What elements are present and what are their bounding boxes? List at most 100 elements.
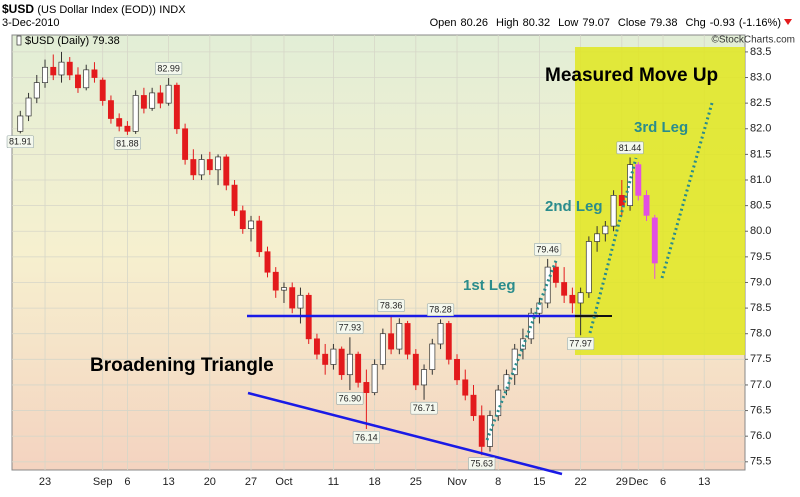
candle-body [157,92,164,104]
candle-body [165,84,172,104]
header: $USD (US Dollar Index (EOD)) INDX [2,2,186,16]
y-tick-label: 79.0 [750,276,771,288]
price-label: 76.14 [355,432,378,442]
candle-body [248,220,254,230]
date: 3-Dec-2010 [2,17,59,29]
price-label: 75.63 [470,459,493,469]
quote-value: 79.07 [582,17,610,29]
candle-body [445,323,452,360]
candle-body [355,353,362,383]
candle-body [388,333,395,350]
candle-body [454,358,460,381]
candle-body [330,348,337,365]
candle-body [272,271,279,291]
candle-body [585,241,592,294]
candle-body [429,343,436,370]
annotation: 1st Leg [463,277,516,294]
price-label: 78.28 [429,305,452,315]
price-label: 77.97 [569,339,592,349]
y-tick-label: 76.0 [750,430,771,442]
candle-body [552,266,559,283]
candle-body [33,82,40,99]
leg-line [660,102,714,279]
y-tick-label: 80.5 [750,200,771,212]
x-tick-label: 25 [410,476,422,488]
candle-body [528,312,535,340]
x-tick-label: 27 [245,476,257,488]
candle-body [289,287,296,309]
x-tick-label: 6 [124,476,130,488]
price-label-box [410,401,438,415]
candle-body [478,415,485,447]
candle-body [404,323,411,355]
triangle-bottom-line [247,391,563,476]
x-tick-label: 23 [39,476,51,488]
candle-body [462,379,469,396]
highlight-box [575,47,745,355]
candle-body [206,159,213,171]
y-tick-label: 82.5 [750,97,771,109]
quote-name: Open [430,17,457,29]
x-tick-label: Nov [447,476,467,488]
x-tick-label: 13 [162,476,174,488]
price-label-box [616,141,644,155]
candle-body [25,97,32,117]
candle-body [264,251,271,273]
candle-body [322,353,329,365]
drawn-lines [247,102,714,476]
legend-label: $USD (Daily) [25,35,89,47]
y-tick-label: 81.0 [750,174,771,186]
price-label-box [6,135,34,149]
candle-body [371,364,378,393]
y-tick-label: 83.5 [750,46,771,58]
candle-body [107,100,114,119]
price-label: 76.71 [413,403,436,413]
candle-body [149,92,156,109]
quote-change-percent: (-1.16%) [739,17,781,29]
candle-body [511,348,518,376]
annotation: Broadening Triangle [90,355,274,376]
annotation: 2nd Leg [545,198,603,215]
candle-body [223,156,230,186]
exchange: INDX [159,4,186,16]
candle-body [116,118,123,127]
legend: $USD (Daily) 79.38 [25,35,120,47]
candle-body [594,233,601,242]
quote-value: 80.26 [460,17,488,29]
y-tick-label: 77.0 [750,379,771,391]
x-tick-label: 29 [616,476,628,488]
candle-body [239,210,246,230]
y-tick-label: 75.5 [750,456,771,468]
y-tick-label: 83.0 [750,71,771,83]
candle-body [470,394,477,417]
candle-body [338,348,345,376]
x-tick-label: 22 [574,476,586,488]
candle-body [75,74,81,89]
x-tick-label: 13 [698,476,710,488]
candle-body [627,164,634,206]
candle-body [198,159,205,176]
candle-body [173,84,180,130]
candle-body [42,66,48,84]
candle-body [610,195,617,227]
legend-icon [16,35,22,46]
candle-body [83,69,90,89]
candle-body [346,353,353,376]
price-label: 81.91 [9,137,32,147]
candle-body [437,323,444,345]
price-label-box [468,457,496,470]
down-arrow [784,19,792,25]
leg-line [588,157,638,334]
price-label-box [567,337,595,350]
candle-body [643,195,650,216]
x-tick-label: 11 [328,476,339,488]
quote-name: High [496,17,519,29]
symbol: $USD [2,2,34,16]
x-tick-label: 20 [204,476,216,488]
candle-body [363,382,370,393]
price-labels: 82.99 77.93 78.36 78.28 79.46 81.44 81.91 81.88… [6,62,644,470]
candle-body [421,369,428,386]
candle-body [182,128,189,160]
quote-name: Low [558,17,578,29]
